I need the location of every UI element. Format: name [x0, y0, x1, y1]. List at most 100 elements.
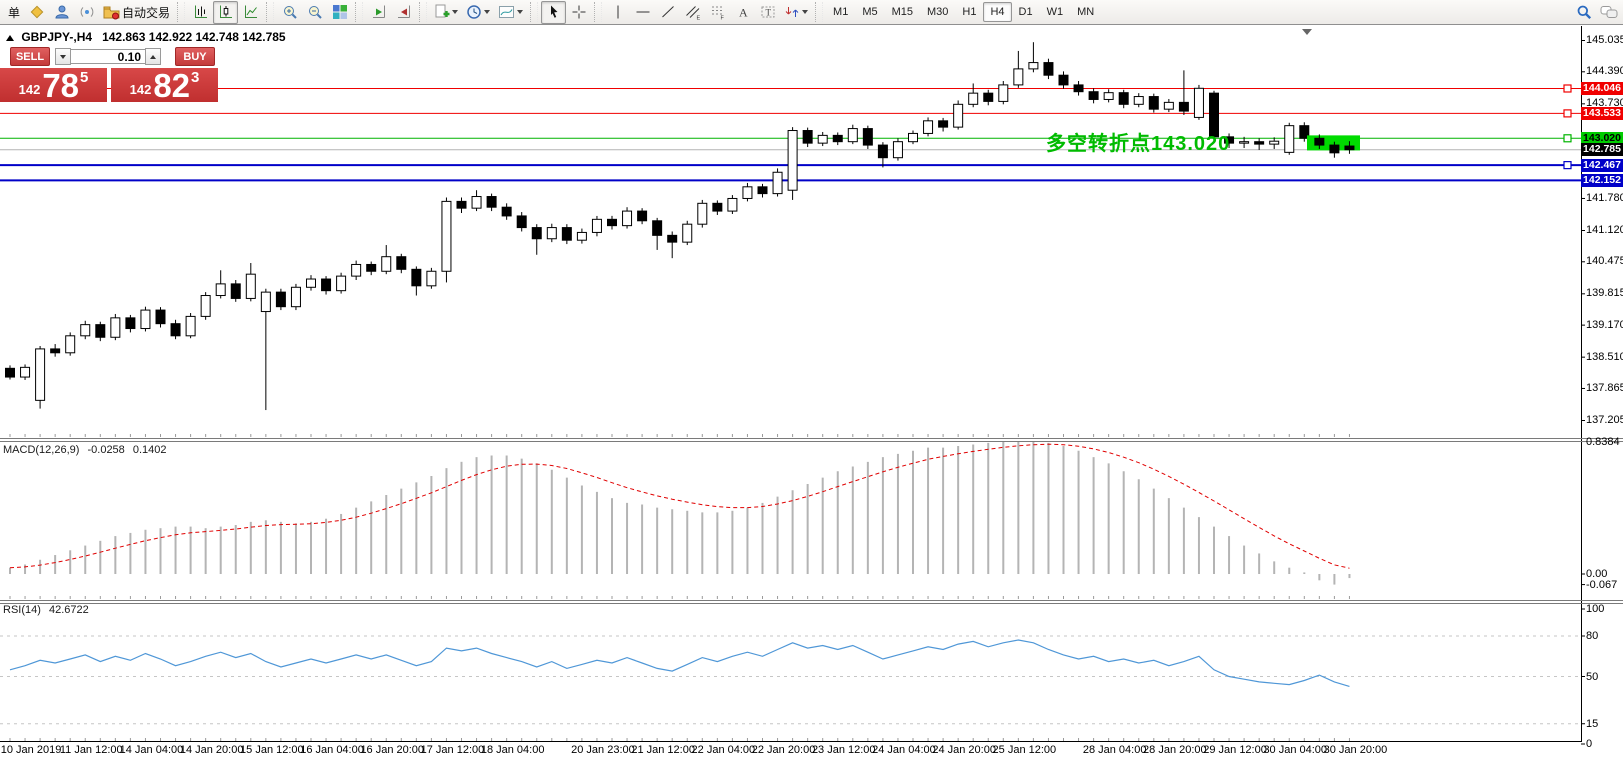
timeframe-h1[interactable]: H1 — [962, 6, 977, 18]
chart-shift-icon — [397, 5, 410, 18]
x-axis-date-label: 22 Jan 20:00 — [751, 744, 816, 756]
arrows-icon — [785, 7, 799, 17]
timeframe-m15[interactable]: M15 — [891, 6, 913, 18]
vertical-line-icon — [617, 5, 619, 19]
vertical-line-button[interactable] — [605, 1, 630, 24]
x-axis-date-label: 17 Jan 12:00 — [420, 744, 485, 756]
one-click-trading-panel: SELL BUY 142 78 5 142 82 3 — [0, 47, 218, 102]
toolbar-separator — [177, 2, 186, 22]
down-arrow-icon — [60, 54, 66, 59]
symbol-period: GBPJPY-,H4 — [21, 30, 93, 44]
sell-price-box[interactable]: 142 78 5 — [0, 68, 107, 102]
line-chart-button[interactable] — [238, 1, 263, 24]
timeframe-m5[interactable]: M5 — [862, 6, 878, 18]
price-badge: 142.467 — [1581, 158, 1623, 172]
community-icon[interactable] — [49, 1, 74, 24]
x-axis-date-label: 28 Jan 04:00 — [1082, 744, 1147, 756]
arrows-button[interactable] — [780, 1, 812, 24]
buy-button[interactable]: BUY — [175, 47, 215, 66]
buy-price-box[interactable]: 142 82 3 — [111, 68, 218, 102]
bar-chart-icon — [194, 5, 207, 18]
clock-icon — [467, 5, 481, 19]
y-axis-label: 137.865 — [1586, 381, 1623, 394]
chart-title: GBPJPY-,H4 142.863 142.922 142.748 142.7… — [6, 30, 286, 44]
text-label-button[interactable]: T — [755, 1, 780, 24]
volume-increase-button[interactable] — [145, 48, 161, 65]
auto-scroll-button[interactable] — [366, 1, 391, 24]
time-ticks — [9, 434, 1350, 741]
timeframe-h4[interactable]: H4 — [983, 2, 1012, 22]
equidistant-channel-icon: E — [685, 6, 700, 21]
price-badge: 142.785 — [1581, 143, 1623, 157]
timeframe-d1[interactable]: D1 — [1018, 6, 1033, 18]
macd-axis-label: -0.067 — [1586, 578, 1618, 591]
svg-text:T: T — [765, 8, 771, 18]
candlestick-chart-button[interactable] — [213, 0, 239, 24]
zoom-out-button[interactable] — [302, 1, 327, 24]
pane-splitter[interactable] — [0, 438, 1623, 439]
radio-waves-icon — [80, 7, 93, 17]
price-badge: 142.152 — [1581, 173, 1623, 187]
x-axis-date-label: 22 Jan 04:00 — [691, 744, 756, 756]
pane-splitter[interactable] — [0, 441, 1623, 442]
bar-chart-button[interactable] — [188, 1, 213, 24]
rsi-pane — [0, 608, 1585, 745]
crosshair-button[interactable] — [566, 1, 591, 24]
volume-input[interactable] — [71, 49, 145, 64]
person-icon — [55, 5, 69, 19]
zoom-in-button[interactable] — [277, 1, 302, 24]
history-book-icon — [30, 5, 43, 19]
x-axis-date-label: 14 Jan 04:00 — [119, 744, 184, 756]
toolbar-separator — [594, 2, 603, 22]
x-axis-date-label: 20 Jan 23:00 — [571, 744, 635, 756]
horizontal-line-button[interactable] — [630, 1, 655, 24]
indicators-button[interactable] — [430, 1, 462, 24]
history-center-icon[interactable] — [24, 1, 49, 24]
x-axis-date-label: 15 Jan 12:00 — [240, 744, 304, 756]
rsi-label-row: RSI(14) 42.6722 — [3, 604, 94, 616]
y-axis-label: 145.035 — [1586, 34, 1623, 46]
rsi-axis-label: 100 — [1586, 603, 1605, 615]
macd-label-row: MACD(12,26,9) -0.0258 0.1402 — [3, 444, 172, 456]
pane-splitter[interactable] — [0, 600, 1623, 601]
new-order-label: 单 — [8, 5, 21, 20]
search-icon — [1577, 5, 1591, 20]
chat-button[interactable] — [1596, 1, 1621, 24]
equidistant-channel-button[interactable]: E — [680, 1, 705, 24]
cursor-button[interactable] — [541, 0, 567, 24]
templates-button[interactable] — [494, 1, 527, 24]
signals-icon[interactable] — [74, 1, 99, 24]
x-axis-date-label: 14 Jan 20:00 — [179, 744, 244, 756]
x-axis-date-label: 30 Jan 04:00 — [1263, 744, 1328, 756]
periods-button[interactable] — [462, 1, 494, 24]
collapse-panel-icon[interactable] — [6, 35, 14, 41]
sell-price-prefix: 142 — [18, 82, 41, 97]
x-axis-date-label: 16 Jan 04:00 — [300, 744, 364, 756]
timeframe-m30[interactable]: M30 — [927, 6, 949, 18]
line-anchor-marker — [1563, 109, 1572, 118]
pane-splitter[interactable] — [0, 603, 1623, 604]
trendline-button[interactable] — [655, 1, 680, 24]
fibonacci-button[interactable]: F — [705, 1, 730, 24]
timeframe-m1[interactable]: M1 — [833, 6, 849, 18]
search-button[interactable] — [1571, 1, 1596, 24]
macd-signal-value: 0.1402 — [132, 444, 167, 456]
text-icon: A — [739, 6, 748, 20]
chart-annotation-text[interactable]: 多空转折点143.020 — [1046, 133, 1231, 155]
candles-latest — [1314, 134, 1355, 158]
text-button[interactable]: A — [730, 1, 755, 24]
volume-decrease-button[interactable] — [55, 48, 71, 65]
chart-shift-button[interactable] — [391, 1, 416, 24]
macd-axis-label: 0.8384 — [1586, 435, 1620, 448]
text-label-icon: T — [761, 6, 775, 18]
tile-windows-button[interactable] — [327, 1, 352, 24]
line-anchor-marker — [1563, 84, 1572, 93]
svg-text:E: E — [696, 16, 700, 21]
y-axis-label: 141.120 — [1586, 223, 1623, 236]
timeframe-w1[interactable]: W1 — [1046, 6, 1064, 18]
autotrading-button[interactable]: 自动交易 — [99, 1, 174, 24]
new-order-button[interactable]: 单 — [2, 1, 24, 24]
timeframe-mn[interactable]: MN — [1077, 6, 1095, 18]
sell-button[interactable]: SELL — [10, 47, 50, 66]
